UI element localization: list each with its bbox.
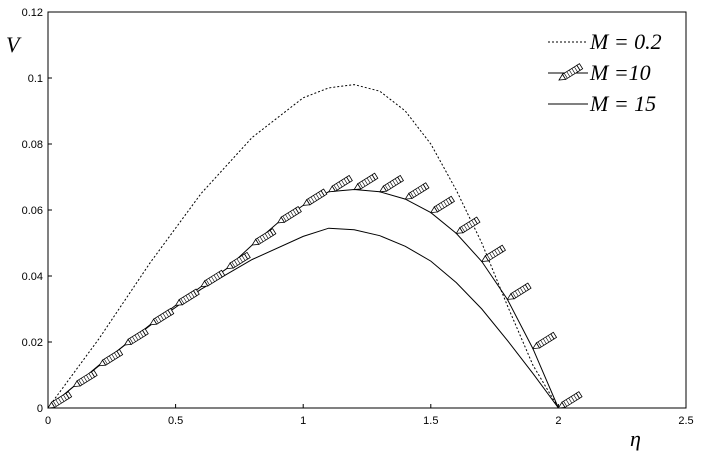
series-line-2 — [47, 227, 559, 409]
legend-marker-m10 — [558, 63, 584, 81]
y-tick-label: 0.12 — [22, 7, 43, 19]
y-tick-label: 0.04 — [22, 271, 43, 283]
x-axis-label: η — [630, 426, 641, 451]
x-tick-label: 1.5 — [423, 415, 438, 427]
series-marker — [47, 391, 73, 409]
series-marker — [149, 307, 175, 326]
series-marker — [72, 369, 98, 388]
series-marker — [481, 244, 506, 262]
y-axis-label: V — [6, 32, 22, 57]
series-marker — [506, 282, 532, 300]
y-tick-label: 0.08 — [22, 139, 43, 151]
legend-label-m15: M = 15 — [589, 91, 656, 116]
series-marker — [251, 228, 277, 246]
tick-group: 0 0.5 1 1.5 2 2.5 0 0.02 0.04 0.06 0.08 0.1 0.12 — [22, 7, 694, 427]
marker-group — [47, 172, 583, 409]
x-tick-label: 0 — [45, 415, 51, 427]
series-line-1 — [47, 188, 559, 409]
x-tick-label: 2.5 — [678, 415, 693, 427]
series-line-0 — [47, 84, 559, 409]
series-marker — [430, 195, 455, 214]
y-tick-label: 0.1 — [28, 73, 43, 85]
series-marker — [379, 174, 404, 193]
legend-label-m02: M = 0.2 — [589, 29, 662, 54]
x-tick-label: 1 — [300, 415, 306, 427]
legend-label-m10: M =10 — [589, 60, 651, 85]
series-marker — [455, 216, 481, 234]
series-marker — [225, 251, 251, 270]
legend: M = 0.2 M =10 M = 15 — [548, 29, 662, 116]
x-tick-label: 0.5 — [168, 415, 183, 427]
series-marker — [353, 172, 379, 190]
series-marker — [302, 188, 328, 206]
series-group — [47, 84, 559, 409]
y-tick-label: 0.02 — [22, 337, 43, 349]
series-marker — [98, 348, 124, 367]
series-marker — [174, 288, 200, 306]
series-marker — [123, 328, 149, 346]
y-tick-label: 0.06 — [22, 205, 43, 217]
x-tick-label: 2 — [555, 415, 561, 427]
y-tick-label: 0 — [37, 403, 43, 415]
series-marker — [276, 206, 302, 224]
legend-pencil-marker — [558, 63, 584, 81]
series-marker — [327, 174, 353, 193]
series-marker — [200, 269, 226, 288]
series-marker — [532, 331, 558, 350]
series-marker — [557, 391, 583, 409]
series-marker — [404, 182, 430, 200]
